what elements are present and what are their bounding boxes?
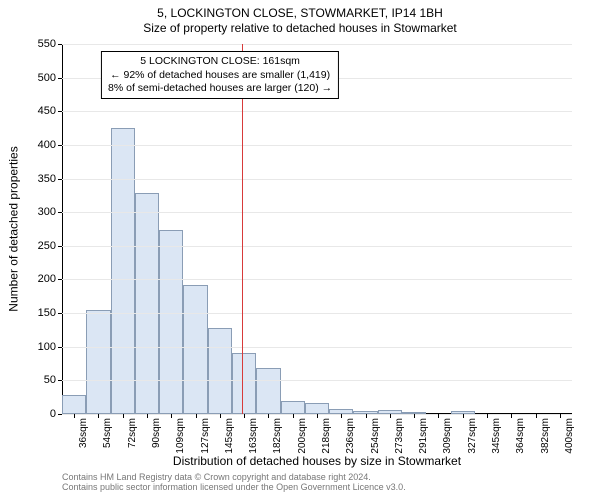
y-tick-label: 450 (38, 105, 62, 117)
x-tick-mark (536, 414, 537, 418)
footer: Contains HM Land Registry data © Crown c… (62, 472, 572, 493)
x-tick-mark (147, 414, 148, 418)
y-tick-label: 550 (38, 38, 62, 50)
annotation-box: 5 LOCKINGTON CLOSE: 161sqm← 92% of detac… (101, 51, 339, 98)
x-tick-label: 182sqm (272, 414, 283, 478)
x-tick-mark (220, 414, 221, 418)
y-tick-label: 150 (38, 307, 62, 319)
gridline (62, 380, 572, 381)
y-axis-label: Number of detached properties (8, 44, 20, 414)
x-tick-mark (341, 414, 342, 418)
x-tick-mark (366, 414, 367, 418)
y-tick-label: 500 (38, 72, 62, 84)
title-address: 5, LOCKINGTON CLOSE, STOWMARKET, IP14 1B… (0, 6, 600, 21)
x-tick-mark (438, 414, 439, 418)
gridline (62, 179, 572, 180)
x-tick-label: 218sqm (321, 414, 332, 478)
gridline (62, 246, 572, 247)
x-tick-label: 163sqm (248, 414, 259, 478)
x-tick-mark (98, 414, 99, 418)
y-tick-label: 350 (38, 173, 62, 185)
histogram-bar (281, 401, 305, 414)
y-tick-label: 50 (44, 374, 62, 386)
x-tick-label: 345sqm (491, 414, 502, 478)
annotation-line: ← 92% of detached houses are smaller (1,… (108, 69, 332, 82)
annotation-line: 5 LOCKINGTON CLOSE: 161sqm (108, 55, 332, 68)
x-tick-label: 145sqm (224, 414, 235, 478)
x-tick-mark (196, 414, 197, 418)
x-tick-label: 382sqm (540, 414, 551, 478)
x-tick-label: 254sqm (370, 414, 381, 478)
x-tick-mark (123, 414, 124, 418)
x-tick-label: 127sqm (200, 414, 211, 478)
annotation-line: 8% of semi-detached houses are larger (1… (108, 82, 332, 95)
title-block: 5, LOCKINGTON CLOSE, STOWMARKET, IP14 1B… (0, 0, 600, 36)
x-tick-mark (74, 414, 75, 418)
title-subtitle: Size of property relative to detached ho… (0, 21, 600, 36)
x-tick-mark (171, 414, 172, 418)
x-tick-mark (293, 414, 294, 418)
gridline (62, 145, 572, 146)
x-tick-label: 109sqm (175, 414, 186, 478)
x-tick-mark (268, 414, 269, 418)
x-tick-mark (390, 414, 391, 418)
y-tick-label: 400 (38, 139, 62, 151)
x-tick-mark (487, 414, 488, 418)
histogram-bar (232, 353, 256, 414)
x-tick-label: 291sqm (418, 414, 429, 478)
x-tick-mark (414, 414, 415, 418)
y-tick-label: 0 (50, 408, 62, 420)
x-tick-label: 72sqm (127, 414, 138, 478)
x-tick-mark (317, 414, 318, 418)
y-tick-label: 250 (38, 240, 62, 252)
histogram-bar (86, 310, 110, 414)
x-tick-label: 36sqm (78, 414, 89, 478)
y-axis-label-text: Number of detached properties (7, 146, 21, 311)
histogram-bar (183, 285, 207, 414)
plot-area: 05010015020025030035040045050055036sqm54… (62, 44, 572, 414)
footer-line1: Contains HM Land Registry data © Crown c… (62, 472, 572, 482)
histogram-bar (208, 328, 232, 414)
histogram-bar (62, 395, 86, 415)
x-axis-label: Distribution of detached houses by size … (62, 454, 572, 468)
x-tick-mark (511, 414, 512, 418)
histogram-bar (305, 403, 329, 414)
x-tick-label: 400sqm (564, 414, 575, 478)
x-tick-label: 309sqm (442, 414, 453, 478)
gridline (62, 111, 572, 112)
y-tick-label: 200 (38, 273, 62, 285)
x-tick-label: 327sqm (467, 414, 478, 478)
gridline (62, 44, 572, 45)
x-tick-label: 236sqm (345, 414, 356, 478)
x-tick-label: 90sqm (151, 414, 162, 478)
histogram-bar (111, 128, 135, 414)
bars-layer (62, 44, 572, 414)
y-tick-label: 100 (38, 341, 62, 353)
gridline (62, 279, 572, 280)
chart-container: 5, LOCKINGTON CLOSE, STOWMARKET, IP14 1B… (0, 0, 600, 500)
x-tick-mark (244, 414, 245, 418)
x-tick-mark (463, 414, 464, 418)
gridline (62, 313, 572, 314)
histogram-bar (256, 368, 280, 414)
histogram-bar (159, 230, 183, 414)
footer-line2: Contains public sector information licen… (62, 482, 572, 492)
gridline (62, 347, 572, 348)
reference-line (242, 44, 243, 414)
y-tick-label: 300 (38, 206, 62, 218)
x-tick-label: 273sqm (394, 414, 405, 478)
x-tick-label: 54sqm (102, 414, 113, 478)
gridline (62, 212, 572, 213)
x-tick-mark (560, 414, 561, 418)
x-tick-label: 364sqm (515, 414, 526, 478)
x-tick-label: 200sqm (297, 414, 308, 478)
